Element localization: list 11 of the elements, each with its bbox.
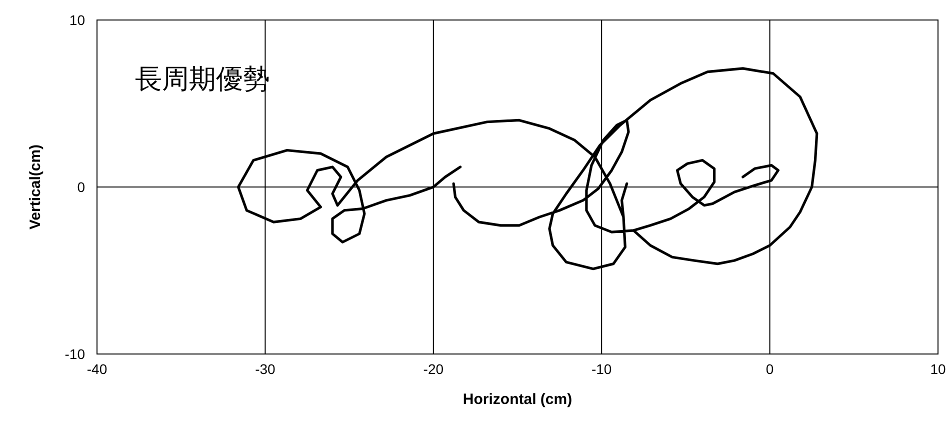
x-tick-label: -30 <box>255 361 276 377</box>
x-tick-label: -40 <box>86 361 108 377</box>
y-tick-label: 0 <box>77 179 86 195</box>
x-tick-label: -10 <box>591 361 612 377</box>
x-tick-label: 0 <box>766 361 774 377</box>
y-axis-title: Vertical(cm) <box>27 144 44 230</box>
x-tick-label: -20 <box>423 361 444 377</box>
y-tick-label: -10 <box>64 346 86 362</box>
x-tick-label: 10 <box>930 361 946 377</box>
x-axis-title: Horizontal (cm) <box>462 391 572 408</box>
y-tick-label: 10 <box>69 12 86 28</box>
